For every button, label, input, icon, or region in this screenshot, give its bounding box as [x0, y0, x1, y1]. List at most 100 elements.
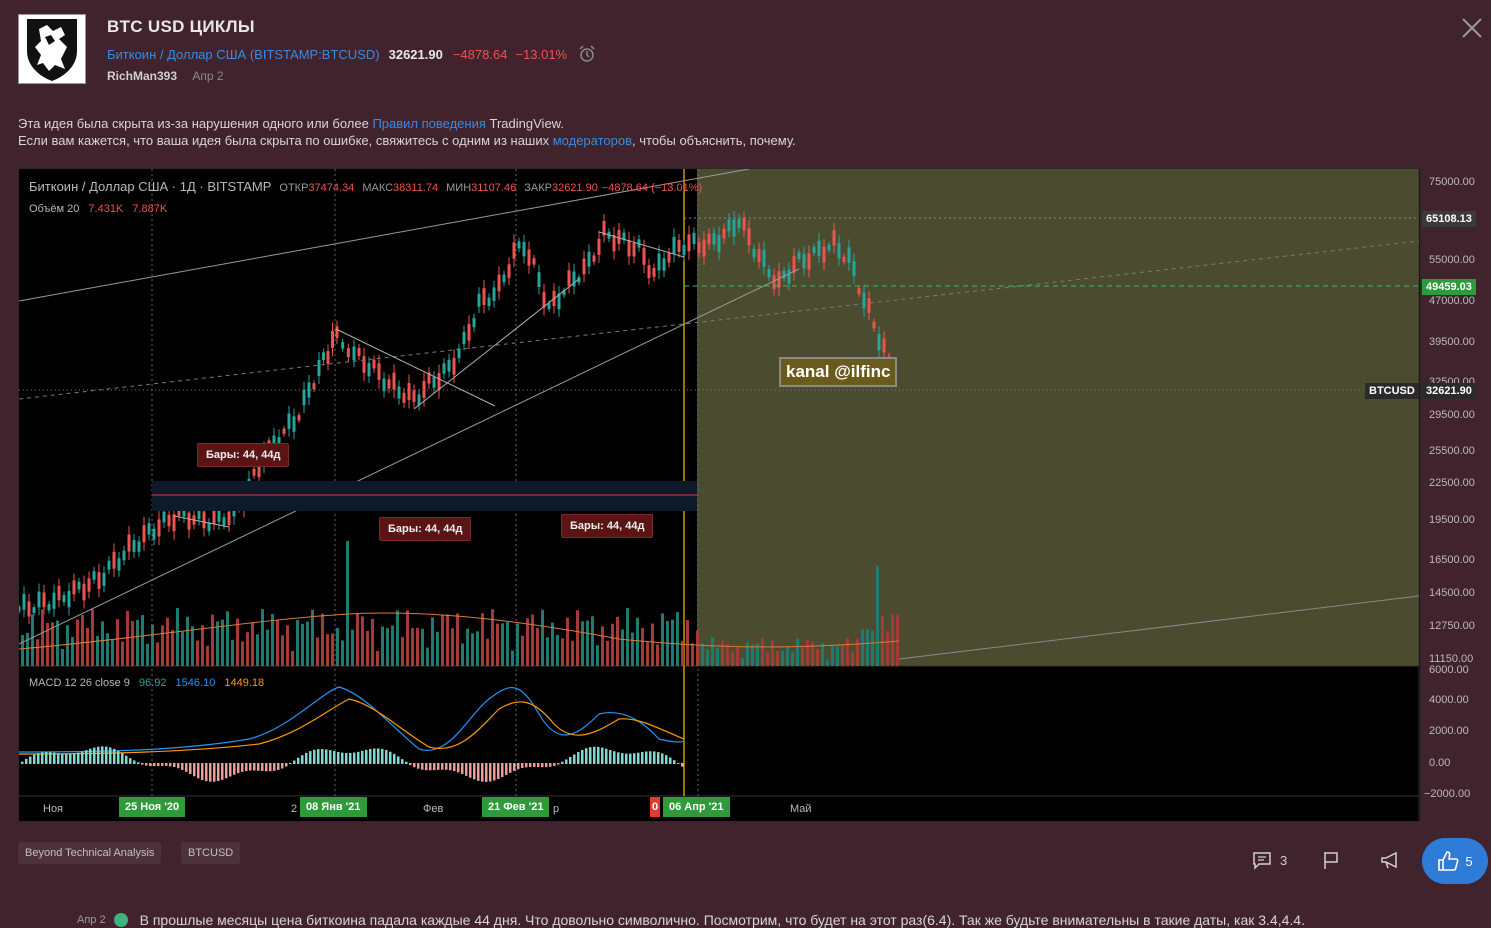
trend-line [898, 595, 1420, 660]
volume-bar [236, 618, 239, 666]
volume-bar [311, 609, 314, 666]
trend-line [598, 231, 685, 258]
macd-histogram-bar [313, 749, 316, 764]
update-dot-icon [113, 913, 128, 927]
volume-bar [541, 609, 544, 666]
x-label: Фев [423, 803, 444, 815]
candle-body [577, 277, 581, 283]
volume-bar [561, 638, 564, 666]
macd-histogram-bar [297, 757, 300, 764]
candle-body [512, 242, 516, 259]
trend-line [173, 515, 230, 528]
volume-bar [331, 633, 334, 666]
candle-body [802, 253, 806, 269]
candle-body [467, 323, 471, 341]
macd-histogram-bar [369, 749, 372, 764]
volume-bar [246, 632, 249, 666]
volume-bar [136, 619, 139, 666]
macd-histogram-bar [421, 763, 424, 770]
author-name[interactable]: RichMan393 [107, 69, 178, 83]
candle-body [152, 528, 156, 540]
candle-body [457, 348, 461, 359]
macd-histogram-bar [417, 763, 420, 769]
bars-label-3[interactable]: Бары: 44, 44д [561, 514, 654, 538]
candle-body [687, 234, 691, 252]
alarm-clock-icon[interactable] [578, 45, 596, 63]
volume-bar [51, 622, 54, 666]
volume-bar [436, 631, 439, 666]
candle-body [762, 249, 766, 267]
candle-body [712, 233, 716, 245]
macd-histogram-bar [361, 750, 364, 764]
volume-bar [871, 630, 874, 666]
volume-bar [86, 627, 89, 666]
author-logo[interactable] [18, 14, 86, 84]
volume-bar [381, 626, 384, 666]
tag-btcusd[interactable]: BTCUSD [181, 842, 241, 864]
volume-bar [826, 659, 829, 666]
macd-histogram-bar [569, 756, 572, 764]
candle-body [162, 511, 166, 523]
share-button[interactable] [1380, 850, 1400, 870]
macd-histogram-bar [165, 763, 168, 767]
macd-histogram-bar [661, 753, 664, 764]
candle-body [335, 326, 339, 338]
macd-histogram-bar [645, 751, 648, 764]
flag-button[interactable] [1322, 850, 1340, 870]
bars-label-1[interactable]: Бары: 44, 44д [197, 443, 290, 467]
macd-histogram-bar [57, 753, 60, 764]
volume-bar [376, 650, 379, 666]
macd-histogram-bar [533, 763, 536, 767]
macd-histogram-bar [509, 763, 512, 773]
symbol-name-link[interactable]: Биткоин / Доллар США [107, 46, 247, 62]
candle-body [437, 373, 441, 391]
comments-button[interactable]: 3 [1252, 850, 1287, 870]
volume-bar [396, 610, 399, 666]
volume-bar [426, 647, 429, 666]
like-button[interactable]: 5 [1422, 838, 1488, 884]
volume-bar [306, 621, 309, 666]
author-comment: Апр 2 В прошлые месяцы цена биткоина пад… [77, 912, 1305, 928]
macd-histogram-bar [209, 763, 212, 782]
macd-histogram-bar [353, 752, 356, 764]
volume-bar [216, 621, 219, 666]
volume-bar [251, 622, 254, 666]
chart-panel[interactable]: Биткоин / Доллар США · 1Д · BITSTAMP ОТК… [18, 168, 1476, 823]
volume-bar [491, 609, 494, 666]
candle-body [372, 359, 376, 369]
symbol-code-link[interactable]: BITSTAMP:BTCUSD [254, 46, 376, 62]
range-box [152, 481, 697, 511]
candle-body [737, 218, 741, 229]
macd-histogram-bar [401, 759, 404, 764]
volume-bar [801, 647, 804, 666]
macd-histogram-bar [273, 763, 276, 771]
rules-link[interactable]: Правил поведения [372, 116, 486, 131]
volume-legend: Объём 20 7.431K 7.887K [29, 203, 168, 215]
macd-histogram-bar [333, 751, 336, 764]
x-badge-red: 0 [650, 797, 661, 817]
macd-histogram-bar [269, 763, 272, 772]
macd-histogram-bar [149, 763, 152, 767]
candle-body [662, 258, 666, 271]
volume-bar [571, 640, 574, 666]
candle-body [812, 246, 816, 253]
macd-histogram-bar [445, 763, 448, 770]
close-icon[interactable] [1460, 16, 1484, 40]
tag-beyond-ta[interactable]: Beyond Technical Analysis [18, 842, 162, 864]
volume-bar [446, 614, 449, 666]
y-label: 11150.00 [1429, 653, 1474, 665]
candle-body [22, 594, 26, 610]
x-badge: 21 Фев '21 [482, 797, 550, 817]
macd-histogram-bar [321, 749, 324, 764]
candle-body [682, 244, 686, 256]
candle-body [557, 293, 561, 310]
x-label: Май [790, 803, 812, 815]
volume-bar [866, 629, 869, 666]
volume-bar [496, 623, 499, 666]
moderators-link[interactable]: модераторов [552, 133, 633, 148]
candle-body [112, 551, 116, 569]
chart-canvas[interactable] [19, 169, 1422, 823]
macd-histogram-bar [117, 750, 120, 764]
bars-label-2[interactable]: Бары: 44, 44д [379, 517, 472, 541]
macd-histogram-bar [497, 763, 500, 779]
